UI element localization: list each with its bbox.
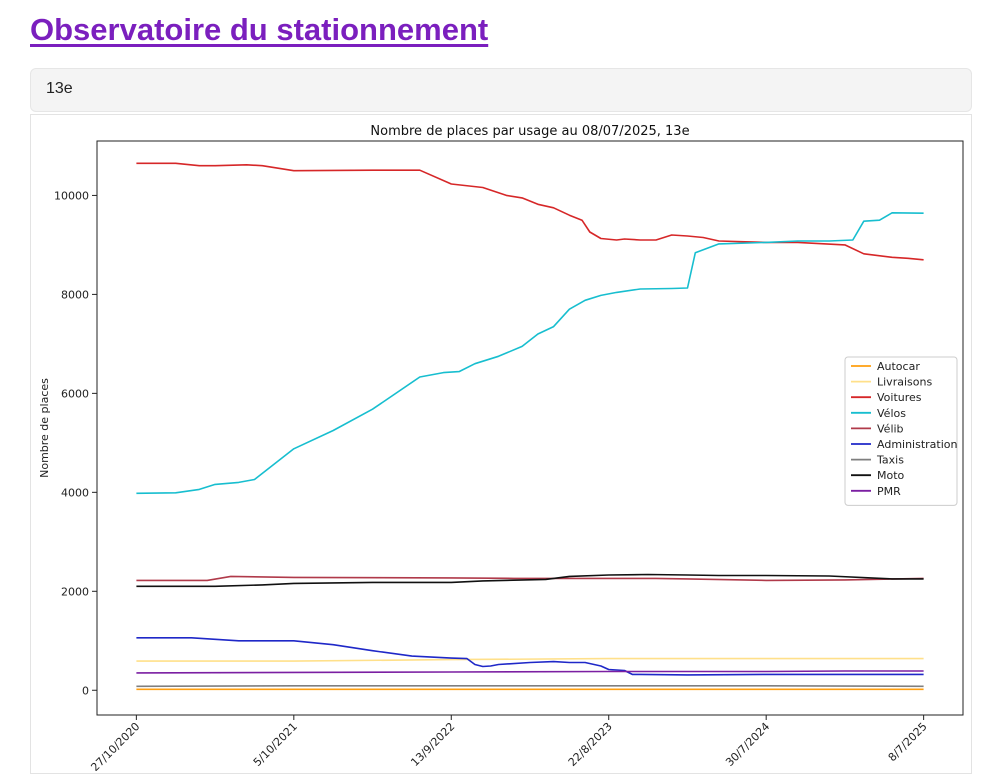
x-tick-label: 13/9/2022 [408, 720, 457, 769]
series-line-administration [136, 637, 924, 676]
legend-label: Taxis [876, 454, 904, 467]
arrondissement-value: 13e [46, 80, 73, 97]
legend-label: Vélos [877, 407, 906, 420]
y-tick-label: 4000 [61, 486, 89, 499]
series-line-velos [136, 212, 924, 495]
series-line-livraisons [136, 657, 924, 662]
series-line-pmr [136, 670, 924, 674]
x-tick-label: 27/10/2020 [88, 720, 142, 771]
chart-title: Nombre de places par usage au 08/07/2025… [370, 124, 689, 139]
chart-card: Nombre de places par usage au 08/07/2025… [30, 114, 972, 774]
series-lines [136, 162, 924, 691]
page-title[interactable]: Observatoire du stationnement [30, 12, 489, 47]
y-tick-label: 8000 [61, 288, 89, 301]
y-tick-label: 10000 [54, 189, 89, 202]
y-tick-label: 2000 [61, 585, 89, 598]
series-line-taxis [136, 685, 924, 688]
series-line-velib [136, 575, 924, 582]
legend-box [844, 356, 958, 506]
chart-svg: Nombre de places par usage au 08/07/2025… [38, 124, 964, 771]
legend-label: Livraisons [877, 376, 932, 389]
x-tick-label: 22/8/2023 [566, 720, 615, 769]
y-tick-label: 6000 [61, 387, 89, 400]
y-axis-label: Nombre de places [38, 378, 51, 478]
y-axis: 0 2000 4000 6000 8000 10000 [54, 189, 97, 697]
x-axis: 27/10/2020 5/10/2021 13/9/2022 22/8/2023 30/… [88, 715, 930, 771]
y-tick-label: 0 [82, 684, 89, 697]
arrondissement-selector[interactable]: 13e [30, 68, 972, 112]
legend-label: Voitures [877, 391, 922, 404]
legend-label: Vélib [877, 422, 904, 435]
legend-label: Administration [877, 438, 958, 451]
plot-frame [96, 140, 964, 716]
legend-label: PMR [877, 485, 901, 498]
x-tick-label: 30/7/2024 [723, 720, 772, 769]
series-line-moto [136, 573, 924, 588]
x-tick-label: 8/7/2025 [886, 720, 930, 764]
chart-legend: Autocar Livraisons Voitures Vélos Vélib Admin… [844, 356, 958, 506]
legend-label: Moto [877, 469, 905, 482]
legend-label: Autocar [877, 360, 920, 373]
x-tick-label: 5/10/2021 [251, 720, 300, 769]
